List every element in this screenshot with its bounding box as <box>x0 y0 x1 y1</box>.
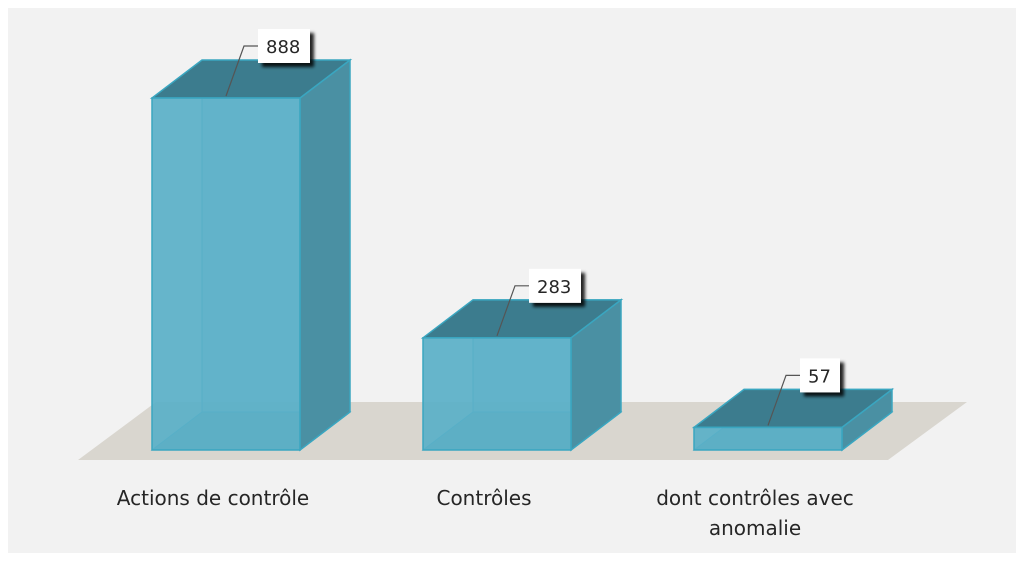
data-label-box <box>258 29 310 63</box>
bar-front-face <box>422 337 572 451</box>
category-label-2: Contrôles <box>436 486 531 510</box>
data-label-box <box>800 358 840 393</box>
data-label-2: 283 <box>496 268 581 337</box>
bar-3 <box>691 387 895 452</box>
bar-1 <box>149 58 353 452</box>
category-label-line: anomalie <box>709 516 801 540</box>
data-label-text: 283 <box>537 277 571 298</box>
category-label-line: Contrôles <box>436 486 531 510</box>
category-label-line: Actions de contrôle <box>117 486 309 510</box>
data-label-3: 57 <box>767 358 840 426</box>
bar-front-face <box>151 97 301 451</box>
bar-2 <box>420 298 624 452</box>
leader-line <box>496 285 529 337</box>
leader-line <box>225 45 258 97</box>
category-label-3: dont contrôles avec anomalie <box>656 486 854 540</box>
data-label-text: 57 <box>808 366 831 387</box>
data-label-text: 888 <box>266 37 300 58</box>
data-label-1: 888 <box>225 29 310 97</box>
leader-line <box>767 374 800 426</box>
bar-side-face <box>299 58 351 452</box>
data-label-box <box>529 268 581 303</box>
category-label-line: dont contrôles avec <box>656 486 854 510</box>
bar-front-face <box>693 426 843 451</box>
category-label-1: Actions de contrôle <box>117 486 309 510</box>
